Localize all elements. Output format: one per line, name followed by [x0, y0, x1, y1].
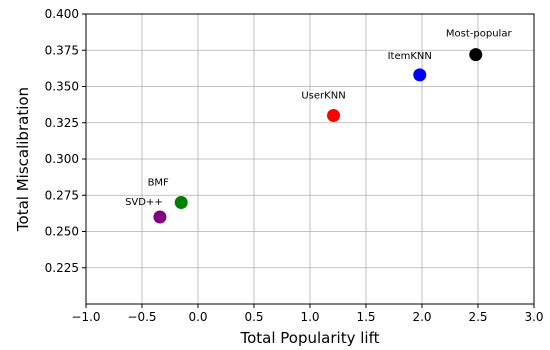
y-tick-label: 0.325	[45, 116, 79, 130]
x-axis-label: Total Popularity lift	[240, 329, 380, 347]
x-tick-label: 2.0	[412, 310, 431, 324]
y-tick-label: 0.250	[45, 225, 79, 239]
x-tick-label: 2.5	[468, 310, 487, 324]
grid	[85, 13, 535, 304]
point-label: SVD++	[125, 197, 163, 208]
x-axis: −1.0 −0.5 0.0 0.5 1.0 1.5 2.0 2.5 3.0	[71, 304, 544, 324]
point-label: BMF	[148, 178, 169, 189]
y-axis-label: Total Miscalibration	[14, 87, 32, 232]
data-points	[153, 48, 483, 224]
point-label: Most-popular	[446, 29, 513, 40]
data-point	[413, 68, 427, 82]
y-tick-label: 0.275	[45, 188, 79, 202]
y-tick-label: 0.350	[45, 80, 79, 94]
y-tick-label: 0.400	[45, 7, 79, 21]
y-tick-label: 0.225	[45, 261, 79, 275]
x-tick-label: −1.0	[71, 310, 100, 324]
data-point	[153, 210, 167, 224]
point-label: UserKNN	[301, 91, 345, 102]
x-tick-label: 1.0	[300, 310, 319, 324]
data-point	[327, 109, 341, 122]
data-point	[174, 196, 188, 209]
x-tick-label: 0.0	[188, 310, 207, 324]
point-labels: Most-popular ItemKNN UserKNN BMF SVD++	[125, 29, 512, 208]
y-tick-label: 0.375	[45, 43, 79, 57]
x-tick-label: −0.5	[127, 310, 156, 324]
x-tick-label: 1.5	[356, 310, 375, 324]
x-tick-label: 0.5	[244, 310, 263, 324]
point-label: ItemKNN	[388, 51, 432, 62]
x-tick-label: 3.0	[524, 310, 543, 324]
data-point	[469, 48, 483, 62]
y-axis: 0.225 0.250 0.275 0.300 0.325 0.350 0.375 0.400	[45, 7, 86, 275]
y-tick-label: 0.300	[45, 152, 79, 166]
